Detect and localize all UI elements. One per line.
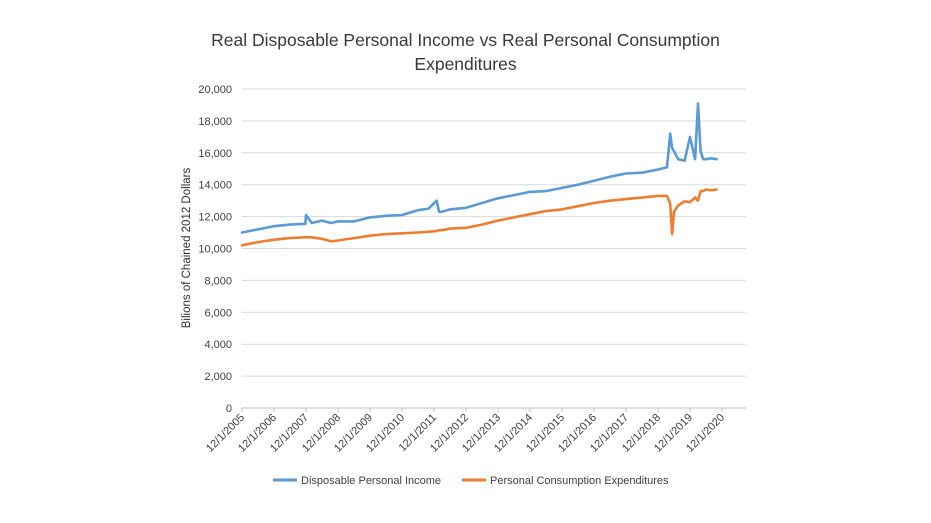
series-lines: [240, 102, 718, 247]
chart-title: Real Disposable Personal Income vs Real …: [0, 28, 931, 76]
y-tick-label: 2,000: [204, 371, 232, 383]
axes: 0 2,000 4,000 6,000 8,000 10,000 12,000 14,000 1…: [198, 84, 746, 455]
y-tick-label: 12,000: [198, 212, 232, 224]
legend: Disposable Personal Income Personal Consu…: [273, 475, 669, 487]
y-tick-label: 20,000: [198, 84, 232, 96]
y-tick-label: 16,000: [198, 148, 232, 160]
y-tick-label: 0: [226, 403, 232, 415]
legend-label: Personal Consumption Expenditures: [490, 475, 669, 487]
series-line-disposable-personal-income: [240, 102, 718, 234]
y-tick-label: 18,000: [198, 116, 232, 128]
legend-label: Disposable Personal Income: [301, 475, 441, 487]
chart-title-line-1: Real Disposable Personal Income vs Real …: [211, 30, 720, 50]
y-axis-label: Bilions of Chained 2012 Dollars: [181, 168, 193, 329]
y-tick-label: 8,000: [204, 275, 232, 287]
chart-title-line-2: Expenditures: [414, 54, 517, 74]
y-tick-label: 4,000: [204, 339, 232, 351]
legend-item: Disposable Personal Income: [273, 475, 441, 487]
legend-item: Personal Consumption Expenditures: [462, 475, 669, 487]
y-tick-label: 14,000: [198, 180, 232, 192]
y-tick-label: 6,000: [204, 307, 232, 319]
gridlines: [242, 88, 746, 377]
y-tick-label: 10,000: [198, 244, 232, 256]
series-line-personal-consumption-expenditures: [240, 188, 718, 247]
